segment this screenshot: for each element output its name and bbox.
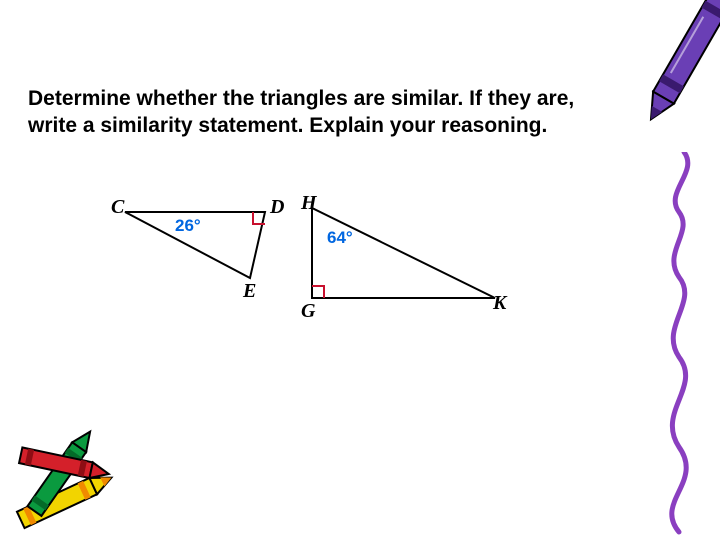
purple-squiggle-icon [654, 152, 704, 542]
triangles-diagram: C D E 26° H G K 64° [115, 200, 515, 330]
crayons-pile-icon [2, 408, 137, 538]
vertex-d-label: D [270, 196, 284, 219]
vertex-h-label: H [301, 192, 317, 215]
vertex-c-label: C [111, 196, 124, 219]
vertex-e-label: E [243, 280, 256, 303]
angle-64: 64° [327, 228, 353, 248]
vertex-k-label: K [493, 292, 506, 315]
triangle-hgk [312, 208, 495, 298]
question-text: Determine whether the triangles are simi… [28, 86, 623, 140]
vertex-g-label: G [301, 300, 315, 323]
angle-26: 26° [175, 216, 201, 236]
crayon-purple-icon [626, 0, 720, 166]
